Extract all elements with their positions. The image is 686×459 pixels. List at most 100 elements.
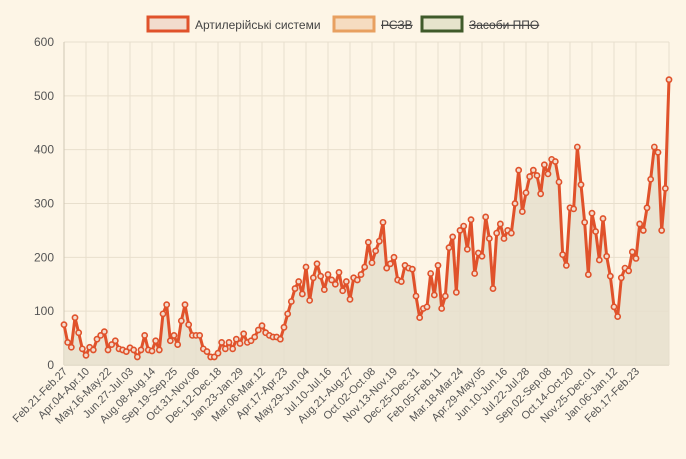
data-point[interactable] [302,263,310,271]
data-point[interactable] [496,220,504,228]
data-point[interactable] [617,274,625,282]
data-point[interactable] [298,290,306,298]
data-point[interactable] [441,292,449,300]
data-point[interactable] [647,175,655,183]
data-point[interactable] [467,216,475,224]
data-point[interactable] [93,335,101,343]
data-point[interactable] [100,328,108,336]
data-point[interactable] [280,323,288,331]
data-point[interactable] [368,259,376,267]
data-point[interactable] [434,262,442,269]
data-point[interactable] [159,310,167,318]
legend-item-mlrs[interactable]: РСЗВ [332,15,413,33]
data-point[interactable] [232,335,240,343]
data-point[interactable] [471,270,479,277]
data-point[interactable] [375,237,383,245]
data-point[interactable] [592,228,600,235]
data-point[interactable] [346,295,354,303]
data-point[interactable] [511,200,519,207]
data-point[interactable] [148,347,156,355]
data-point[interactable] [430,291,438,299]
data-point[interactable] [122,348,130,355]
data-point[interactable] [628,248,636,256]
data-point[interactable] [108,341,116,348]
data-point[interactable] [412,292,420,300]
data-point[interactable] [614,313,622,320]
data-point[interactable] [89,346,97,354]
data-point[interactable] [152,337,160,345]
data-point[interactable] [357,271,365,278]
data-point[interactable] [463,245,471,253]
data-point[interactable] [254,326,262,334]
data-point[interactable] [522,189,530,197]
data-point[interactable] [581,218,589,226]
data-point[interactable] [456,227,464,234]
data-point[interactable] [78,345,86,353]
data-point[interactable] [317,272,325,280]
data-point[interactable] [577,181,585,189]
data-point[interactable] [133,353,141,361]
data-point[interactable] [313,260,321,268]
data-point[interactable] [386,260,394,268]
data-point[interactable] [291,285,299,292]
data-point[interactable] [515,166,523,174]
data-point[interactable] [137,346,145,354]
data-point[interactable] [606,272,614,280]
data-point[interactable] [562,262,570,269]
data-point[interactable] [493,229,501,237]
data-point[interactable] [383,264,391,272]
data-point[interactable] [309,274,317,282]
data-point[interactable] [174,341,182,348]
data-point[interactable] [573,143,581,151]
data-point[interactable] [570,205,578,213]
data-point[interactable] [595,256,603,264]
data-point[interactable] [485,235,493,242]
data-point[interactable] [196,331,204,339]
data-point[interactable] [379,218,387,226]
data-point[interactable] [625,267,633,275]
data-point[interactable] [449,233,457,241]
data-point[interactable] [67,343,75,351]
data-point[interactable] [111,337,119,345]
legend-item-artillery[interactable]: Артилерійські системи [146,15,321,33]
data-point[interactable] [331,280,339,288]
data-point[interactable] [364,238,372,246]
data-point[interactable] [361,263,369,271]
data-point[interactable] [97,331,105,339]
data-point[interactable] [427,270,435,277]
legend-item-air-defense[interactable]: Засоби ППО [420,15,539,33]
data-point[interactable] [603,252,611,260]
data-point[interactable] [584,271,592,278]
data-point[interactable] [71,314,79,322]
data-point[interactable] [64,338,72,346]
data-point[interactable] [533,172,541,179]
data-point[interactable] [416,314,424,322]
data-point[interactable] [210,353,218,361]
data-point[interactable] [540,161,548,169]
data-point[interactable] [155,346,163,354]
data-point[interactable] [60,321,68,329]
data-point[interactable] [328,276,336,284]
data-point[interactable] [408,265,416,273]
data-point[interactable] [75,329,83,337]
data-point[interactable] [284,310,292,318]
data-point[interactable] [258,322,266,330]
data-point[interactable] [82,351,90,359]
data-point[interactable] [438,305,446,312]
data-point[interactable] [507,229,515,237]
data-point[interactable] [555,178,563,186]
data-point[interactable] [236,340,244,347]
data-point[interactable] [218,338,226,346]
data-point[interactable] [185,321,193,329]
data-point[interactable] [214,349,222,357]
data-point[interactable] [295,278,303,285]
data-point[interactable] [661,185,669,192]
data-point[interactable] [397,278,405,285]
data-point[interactable] [104,346,112,354]
data-point[interactable] [390,253,398,261]
data-point[interactable] [320,286,328,294]
data-point[interactable] [251,333,259,341]
data-point[interactable] [342,278,350,285]
data-point[interactable] [500,235,508,242]
data-point[interactable] [529,166,537,174]
